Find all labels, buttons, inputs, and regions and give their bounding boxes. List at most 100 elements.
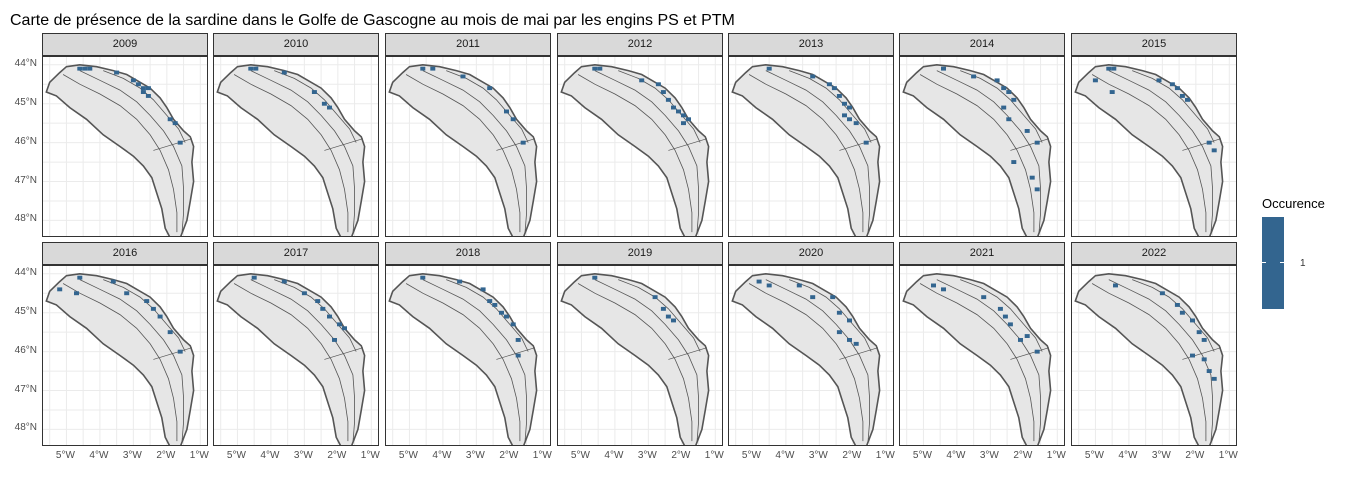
x-tick-label: 2°W [499, 450, 519, 461]
occurrence-cell [847, 105, 852, 110]
occurrence-cell [342, 326, 347, 331]
occurrence-cell [842, 101, 847, 106]
x-tick-label: 4°W [260, 450, 280, 461]
facet-panel-2019: 2019 [557, 242, 723, 446]
isobath-line [1132, 279, 1215, 352]
occurrence-cell [510, 117, 516, 122]
occurrence-cell [941, 287, 946, 292]
occurrence-cell [1190, 318, 1195, 323]
isobath-line [577, 283, 693, 442]
isobath-line [62, 74, 178, 233]
x-tick-label: 5°W [55, 450, 75, 461]
facet-panel-2012: 2012 [557, 33, 723, 237]
facet-strip-label: 2014 [899, 33, 1065, 56]
occurrence-cell [1011, 160, 1017, 164]
occurrence-cell [145, 86, 151, 91]
isobath-line [919, 74, 1035, 233]
occurrence-cell [57, 287, 63, 292]
map-panel [1071, 265, 1237, 446]
occurrence-cell [492, 303, 498, 307]
occurrence-cell [665, 314, 671, 319]
isobath-line [748, 283, 864, 442]
occurrence-cell [130, 78, 136, 83]
occurrence-cell [796, 283, 802, 288]
occurrence-cell [1159, 291, 1165, 296]
map-svg [214, 266, 378, 445]
occurrence-cell [810, 295, 816, 300]
y-tick-label: 45°N [14, 96, 37, 108]
occurrence-cell [652, 295, 658, 300]
x-tick-label: 5°W [570, 450, 590, 461]
occurrence-cell [1169, 82, 1175, 87]
isobath-line [233, 74, 349, 233]
legend: Occurence 1 [1262, 196, 1325, 309]
occurrence-cell [1156, 78, 1162, 83]
legend-label: 1 [1300, 258, 1306, 269]
map-svg [558, 266, 722, 445]
facet-panel-2011: 2011 [385, 33, 551, 237]
occurrence-cell [110, 279, 116, 284]
occurrence-cell [1029, 175, 1035, 180]
zone-boundary [1010, 347, 1050, 360]
occurrence-cell [1211, 148, 1217, 153]
occurrence-cell [311, 90, 317, 94]
occurrence-cell [847, 318, 852, 323]
x-tick-label: 1°W [1218, 450, 1238, 461]
facet-strip-label: 2012 [557, 33, 723, 56]
zone-boundary [324, 138, 364, 151]
map-svg [43, 57, 207, 236]
x-tick-label: 5°W [398, 450, 418, 461]
facet-strip-label: 2010 [213, 33, 379, 56]
x-tick-label: 3°W [1151, 450, 1171, 461]
x-tick-label: 5°W [912, 450, 932, 461]
isobath-line [618, 279, 701, 352]
occurrence-cell [655, 82, 661, 87]
occurrence-cell [321, 101, 327, 106]
occurrence-cell [1196, 330, 1202, 335]
facet-strip-label: 2019 [557, 242, 723, 265]
zone-boundary [1182, 347, 1222, 360]
isobath-line [1091, 74, 1207, 233]
zone-boundary [839, 347, 879, 360]
occurrence-cell [826, 82, 832, 87]
map-panel [899, 265, 1065, 446]
occurrence-cell [457, 279, 463, 284]
occurrence-cell [853, 341, 859, 346]
occurrence-cell [597, 66, 603, 71]
isobath-line [1091, 283, 1207, 442]
isobath-line [1132, 70, 1215, 143]
isobath-line [446, 70, 529, 143]
map-svg [900, 266, 1064, 445]
isobath-line [446, 279, 529, 352]
isobath-line [594, 279, 700, 444]
occurrence-cell [77, 66, 83, 71]
isobath-line [250, 70, 356, 235]
facet-panel-2021: 2021 [899, 242, 1065, 446]
zone-boundary [324, 347, 364, 360]
isobath-line [594, 70, 700, 235]
map-svg [900, 57, 1064, 236]
occurrence-cell [1206, 369, 1212, 373]
occurrence-cell [114, 70, 120, 75]
facet-panel-2009: 2009 [42, 33, 208, 237]
occurrence-cell [150, 306, 156, 311]
occurrence-cell [842, 113, 847, 118]
occurrence-cell [315, 299, 321, 303]
occurrence-cell [766, 283, 772, 288]
occurrence-cell [830, 295, 836, 300]
occurrence-cell [836, 330, 842, 335]
occurrence-cell [971, 74, 977, 79]
occurrence-cell [660, 90, 666, 94]
occurrence-cell [135, 82, 141, 87]
occurrence-cell [1174, 86, 1180, 91]
isobath-line [765, 70, 871, 235]
x-tick-label: 2°W [156, 450, 176, 461]
isobath-line [79, 279, 185, 444]
y-tick-label: 44°N [14, 266, 37, 278]
x-tick-label: 2°W [671, 450, 691, 461]
occurrence-cell [1206, 140, 1212, 145]
occurrence-cell [671, 105, 676, 110]
occurrence-cell [1034, 349, 1040, 354]
occurrence-cell [251, 275, 257, 280]
map-panel [213, 56, 379, 237]
